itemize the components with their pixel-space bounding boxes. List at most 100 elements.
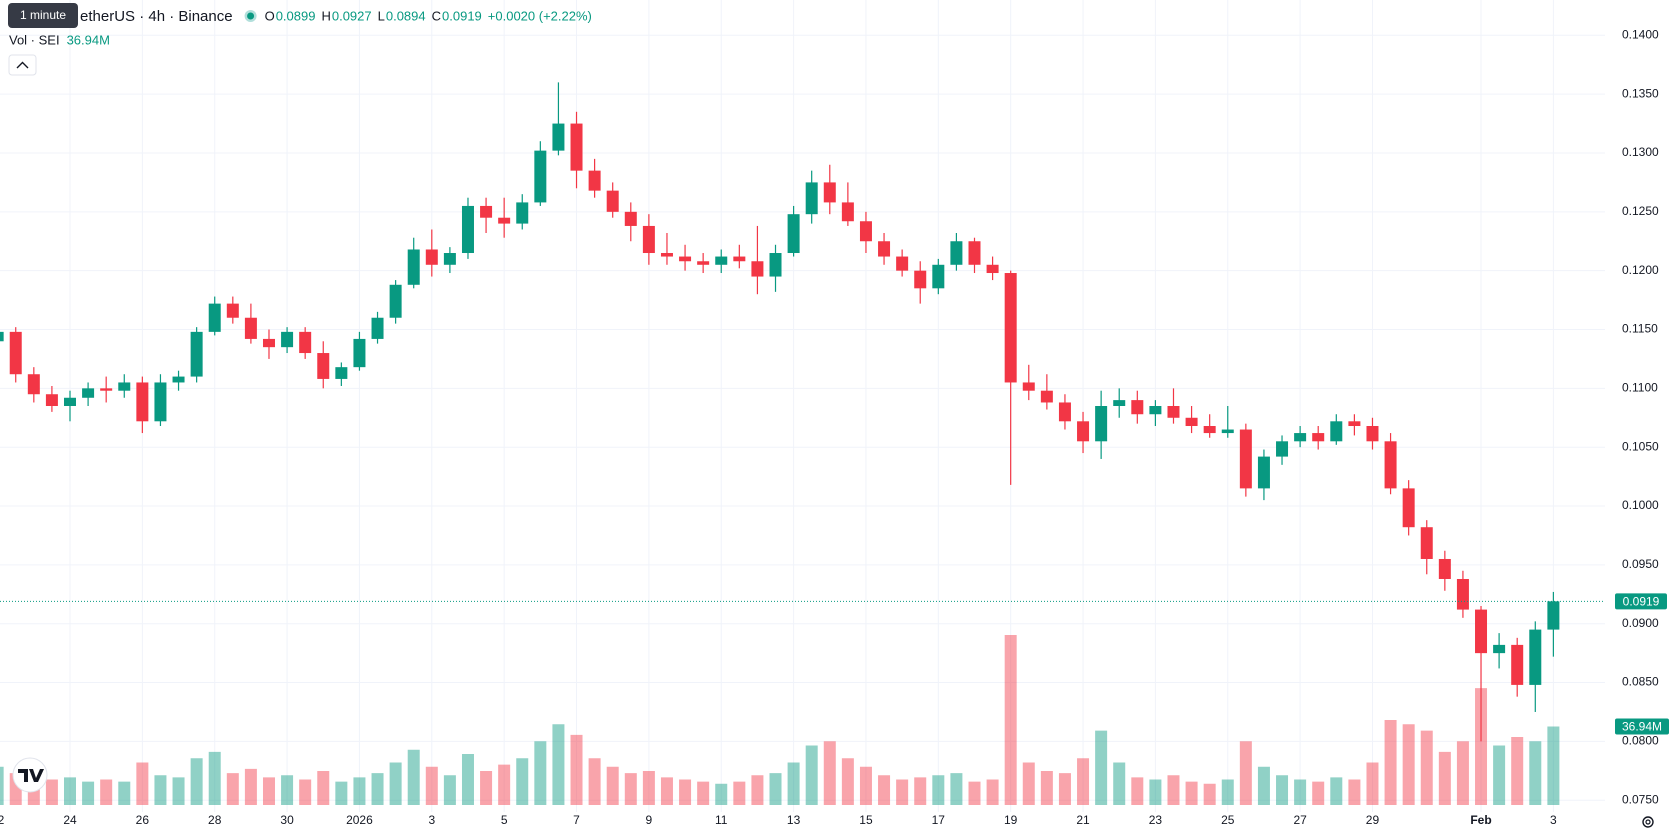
- volume-bar: [1456, 741, 1469, 805]
- volume-bar: [606, 766, 619, 805]
- candle-body: [697, 261, 710, 265]
- candle-body: [45, 394, 58, 406]
- y-tick-label: 0.0850: [1622, 675, 1659, 689]
- candle-body: [1475, 609, 1488, 654]
- volume-bar: [498, 764, 511, 805]
- volume-bar: [353, 777, 366, 805]
- volume-bar: [118, 781, 131, 805]
- volume-bar: [516, 758, 529, 805]
- candle-body: [859, 221, 872, 242]
- volume-bar: [534, 741, 547, 805]
- gear-ring: [1642, 816, 1654, 828]
- volume-bar: [136, 762, 149, 805]
- volume-bar: [1384, 720, 1397, 805]
- candle-body: [805, 182, 818, 215]
- candle-body: [353, 338, 366, 368]
- volume-bar: [624, 773, 637, 805]
- volume-bar: [208, 751, 221, 805]
- candle-body: [1040, 390, 1053, 403]
- candle-body: [534, 150, 547, 203]
- y-tick-label: 0.0750: [1622, 792, 1659, 806]
- candle-body: [136, 382, 149, 422]
- volume-bar: [262, 777, 275, 805]
- y-tick-label: 0.1000: [1622, 498, 1659, 512]
- volume-bar: [859, 766, 872, 805]
- volume-bar: [100, 779, 113, 805]
- candle-body: [1529, 629, 1542, 685]
- axis-layer: 0.1400 0.1350 0.1300 0.1250 0.1200 0.1150 0.11…: [0, 27, 1669, 827]
- volume-bar: [932, 775, 945, 805]
- logo-mark: [18, 769, 44, 782]
- collapse-icon: [16, 61, 29, 69]
- candle-body: [425, 249, 438, 265]
- volume-bar: [425, 766, 438, 805]
- volume-bar: [1438, 751, 1451, 805]
- candle-body: [1022, 382, 1035, 391]
- header: etherUS · 4h · Binance 1 minute O 0.0899 H…: [8, 3, 592, 76]
- volume-bar: [154, 775, 167, 805]
- candle-body: [570, 123, 583, 171]
- volume-bar: [805, 745, 818, 805]
- volume-bar: [1257, 766, 1270, 805]
- candle-layer: [0, 82, 1560, 742]
- volume-bar: [841, 758, 854, 805]
- candle-body: [1131, 400, 1144, 415]
- x-tick-label: 24: [63, 813, 77, 827]
- candle-body: [480, 205, 493, 218]
- x-tick-label: 26: [136, 813, 150, 827]
- volume-bar: [552, 724, 565, 805]
- volume-bar: [172, 777, 185, 805]
- ohlc-h: 0.0927: [332, 8, 372, 23]
- candle-body: [389, 284, 402, 318]
- volume-bar: [896, 779, 909, 805]
- candle-body: [1095, 406, 1108, 442]
- candle-body: [1330, 421, 1343, 442]
- volume-bar: [733, 781, 746, 805]
- candle-body: [1113, 400, 1126, 406]
- ohlc-o: 0.0899: [276, 8, 316, 23]
- volume-bar: [480, 771, 493, 805]
- candle-body: [1366, 426, 1379, 442]
- x-tick-label: 3: [1550, 813, 1557, 827]
- candle-body: [1402, 488, 1415, 528]
- y-tick-label: 0.1200: [1622, 263, 1659, 277]
- candle-body: [281, 331, 294, 348]
- volume-bar: [950, 773, 963, 805]
- y-tick-label: 0.0800: [1622, 734, 1659, 748]
- x-tick-label: Feb: [1470, 813, 1491, 827]
- candle-body: [407, 249, 420, 285]
- x-tick-label: 25: [1221, 813, 1235, 827]
- candle-body: [624, 211, 637, 226]
- volume-bar: [1113, 762, 1126, 805]
- y-tick-label: 0.1250: [1622, 204, 1659, 218]
- volume-badge-label: 36.94M: [1622, 720, 1662, 734]
- gear-center: [1645, 819, 1651, 825]
- candle-body: [461, 205, 474, 254]
- volume-bar: [226, 773, 239, 805]
- volume-bar: [1185, 781, 1198, 805]
- ohlc-change: +0.0020 (+2.22%): [488, 8, 592, 23]
- x-tick-label: 27: [1293, 813, 1307, 827]
- volume-bar: [317, 771, 330, 805]
- candle-body: [371, 317, 384, 339]
- symbol-title[interactable]: etherUS · 4h · Binance: [80, 8, 233, 25]
- tv-logo[interactable]: [12, 757, 48, 793]
- candle-body: [0, 331, 4, 342]
- candle-body: [1547, 601, 1560, 630]
- settings-button[interactable]: [1642, 816, 1654, 828]
- volume-bar: [1131, 777, 1144, 805]
- ohlc-o-label: O: [265, 8, 275, 23]
- collapse-button[interactable]: [8, 54, 37, 76]
- volume-bar: [1221, 779, 1234, 805]
- volume-bar: [1149, 779, 1162, 805]
- volume-bar: [82, 781, 95, 805]
- y-tick-label: 0.1150: [1622, 322, 1658, 336]
- x-tick-label: 29: [1366, 813, 1380, 827]
- candle-body: [914, 270, 927, 289]
- volume-bar: [1366, 762, 1379, 805]
- ohlc-l: 0.0894: [386, 8, 426, 23]
- volume-bar: [443, 775, 456, 805]
- ohlc-c: 0.0919: [442, 8, 482, 23]
- y-tick-label: 0.1350: [1622, 86, 1659, 100]
